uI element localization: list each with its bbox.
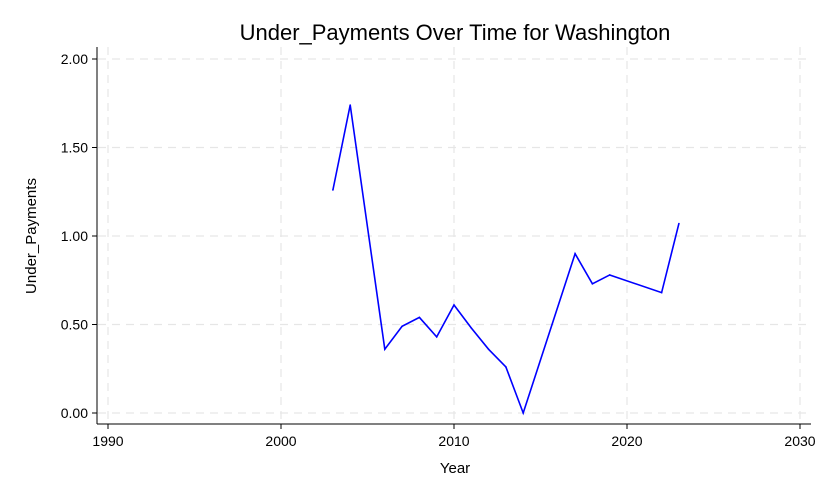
series-layer — [332, 104, 680, 416]
data-point — [332, 189, 334, 191]
y-tick-label: 2.00 — [61, 51, 88, 67]
data-point — [453, 304, 455, 306]
x-tick-label: 2020 — [611, 433, 642, 449]
x-axis-label: Year — [440, 460, 470, 477]
axes: 0.00 0.50 1.00 1.50 2.00 1990 2000 2010 2020 2030 — [61, 47, 816, 449]
y-tick-label: 0.50 — [61, 317, 88, 333]
grid — [98, 47, 808, 423]
data-point — [574, 252, 576, 255]
data-point — [608, 274, 611, 276]
x-tick-label: 2010 — [438, 433, 469, 449]
data-point — [435, 336, 438, 338]
x-tick-label: 1990 — [92, 433, 123, 449]
data-point — [487, 348, 490, 351]
y-tick-label: 1.50 — [61, 140, 88, 156]
data-point — [660, 291, 663, 294]
data-point — [470, 327, 473, 329]
y-tick-label: 1.00 — [61, 228, 88, 244]
x-tick-label: 2000 — [265, 433, 296, 449]
series-line — [332, 104, 680, 416]
chart-title: Under_Payments Over Time for Washington — [240, 20, 671, 45]
data-point — [591, 282, 594, 285]
x-tick-label: 2030 — [784, 433, 815, 449]
data-point — [349, 104, 352, 106]
data-point — [522, 412, 524, 414]
y-tick-label: 0.00 — [61, 405, 88, 421]
data-point — [384, 348, 386, 351]
data-point — [505, 366, 507, 368]
data-point — [678, 222, 680, 225]
data-point — [418, 316, 421, 319]
y-axis-label: Under_Payments — [23, 178, 40, 294]
data-point — [401, 325, 403, 328]
